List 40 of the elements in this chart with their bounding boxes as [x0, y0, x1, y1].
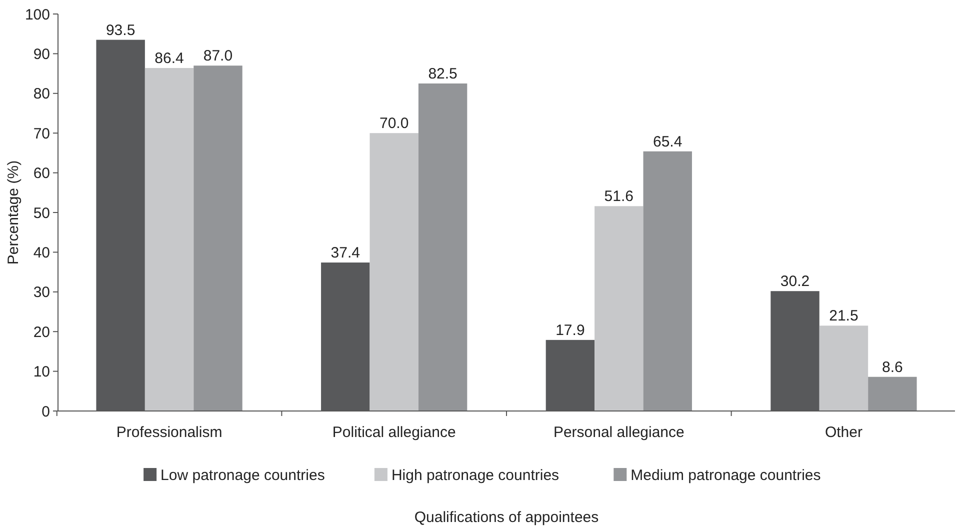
bar	[418, 83, 468, 411]
y-tick-label: 50	[33, 204, 50, 222]
bar	[643, 151, 692, 411]
data-label: 37.4	[330, 244, 360, 262]
y-tick-label: 0	[42, 403, 50, 420]
data-label: 8.6	[882, 358, 903, 376]
data-label: 21.5	[829, 308, 858, 325]
data-label: 86.4	[154, 50, 184, 67]
data-label: 51.6	[604, 188, 634, 206]
data-label: 87.0	[203, 48, 233, 65]
x-tick-label: Other	[824, 424, 862, 441]
bar	[594, 206, 644, 411]
data-label: 17.9	[556, 322, 585, 339]
bar	[819, 326, 868, 411]
y-tick-label: 100	[24, 6, 50, 24]
bar	[144, 68, 194, 411]
y-tick-label: 20	[33, 324, 50, 341]
y-tick-label: 60	[33, 165, 50, 182]
bar	[194, 66, 242, 411]
y-tick-label: 30	[33, 284, 50, 302]
data-label: 30.2	[780, 273, 810, 290]
x-tick-label: Personal allegiance	[553, 424, 684, 441]
y-axis-title: Percentage (%)	[5, 160, 22, 265]
y-tick-label: 70	[33, 125, 50, 142]
y-tick-label: 40	[33, 244, 50, 262]
legend-label: Medium patronage countries	[630, 467, 821, 484]
bar	[868, 376, 917, 411]
legend-label: Low patronage countries	[160, 467, 325, 484]
y-tick-label: 10	[33, 364, 50, 381]
x-axis-title: Qualifications of appointees	[414, 509, 599, 526]
x-tick-label: Political allegiance	[332, 424, 456, 441]
y-tick-label: 90	[33, 46, 50, 63]
x-tick-label: Professionalism	[116, 424, 222, 441]
data-label: 82.5	[428, 65, 458, 82]
bar	[370, 133, 418, 411]
y-tick-label: 80	[33, 86, 50, 103]
legend-label: High patronage countries	[391, 467, 560, 484]
data-label: 93.5	[106, 22, 136, 39]
data-label: 70.0	[379, 115, 409, 132]
data-label: 65.4	[653, 133, 682, 150]
